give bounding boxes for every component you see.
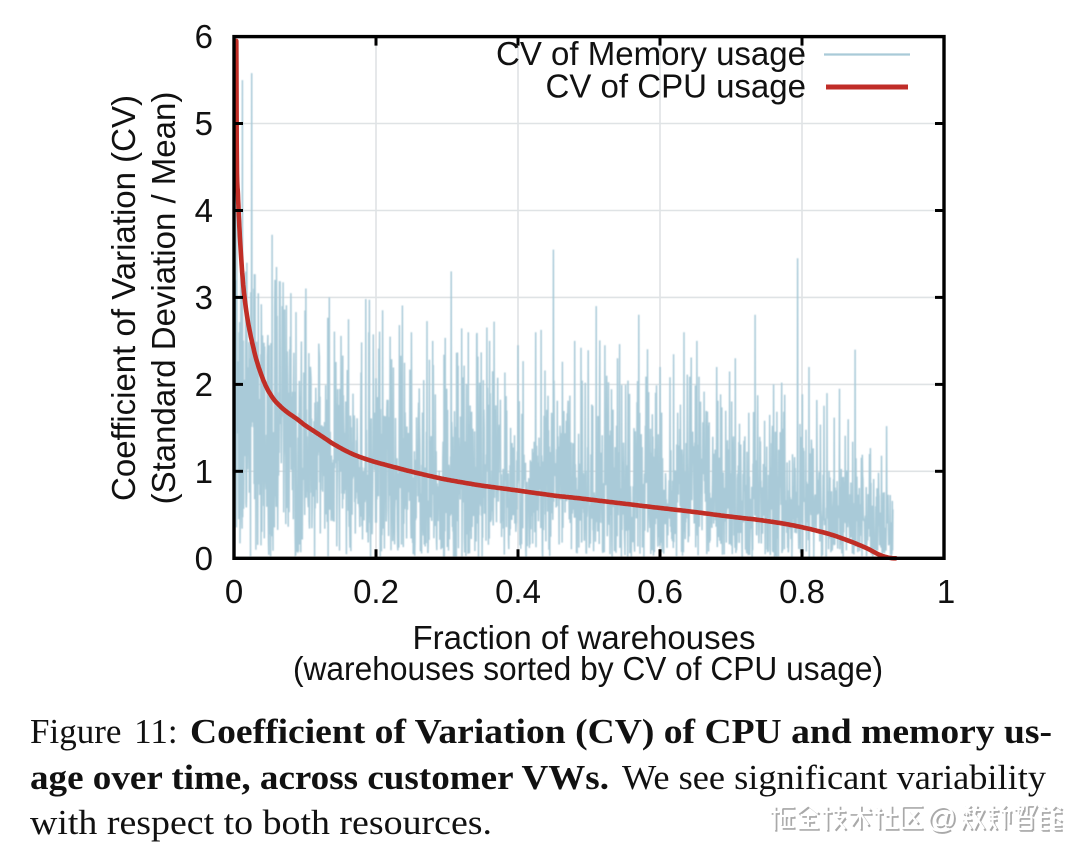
svg-text:We see significant variability: We see significant variability xyxy=(622,758,1047,797)
svg-text:0.6: 0.6 xyxy=(637,573,683,610)
svg-text:Fraction of warehouses: Fraction of warehouses xyxy=(412,619,755,656)
svg-text:5: 5 xyxy=(195,105,213,142)
svg-text:6: 6 xyxy=(195,18,213,55)
svg-text:Coefficient of Variation (CV): Coefficient of Variation (CV) of CPU and… xyxy=(190,712,1052,751)
svg-text:1: 1 xyxy=(937,573,955,610)
svg-text:with respect to both resources: with respect to both resources. xyxy=(30,803,492,842)
svg-text:age over time, across customer: age over time, across customer VWs. xyxy=(30,758,609,797)
svg-text:Coefficient of Variation (CV): Coefficient of Variation (CV) xyxy=(105,95,142,501)
svg-text:3: 3 xyxy=(195,279,213,316)
svg-text:@: @ xyxy=(926,802,956,835)
svg-text:CV of CPU usage: CV of CPU usage xyxy=(546,68,806,105)
svg-text:Figure 11:: Figure 11: xyxy=(30,712,178,751)
svg-text:(warehouses sorted by CV of CP: (warehouses sorted by CV of CPU usage) xyxy=(293,650,883,687)
svg-text:0: 0 xyxy=(225,573,243,610)
svg-text:0.8: 0.8 xyxy=(779,573,825,610)
svg-text:0: 0 xyxy=(195,540,213,577)
svg-text:0.4: 0.4 xyxy=(495,573,541,610)
svg-text:@: @ xyxy=(928,804,958,837)
svg-text:1: 1 xyxy=(195,453,213,490)
svg-text:4: 4 xyxy=(195,192,213,229)
svg-text:(Standard Deviation / Mean): (Standard Deviation / Mean) xyxy=(145,92,182,505)
svg-text:2: 2 xyxy=(195,366,213,403)
svg-text:0.2: 0.2 xyxy=(353,573,399,610)
svg-text:CV of Memory usage: CV of Memory usage xyxy=(496,35,806,72)
